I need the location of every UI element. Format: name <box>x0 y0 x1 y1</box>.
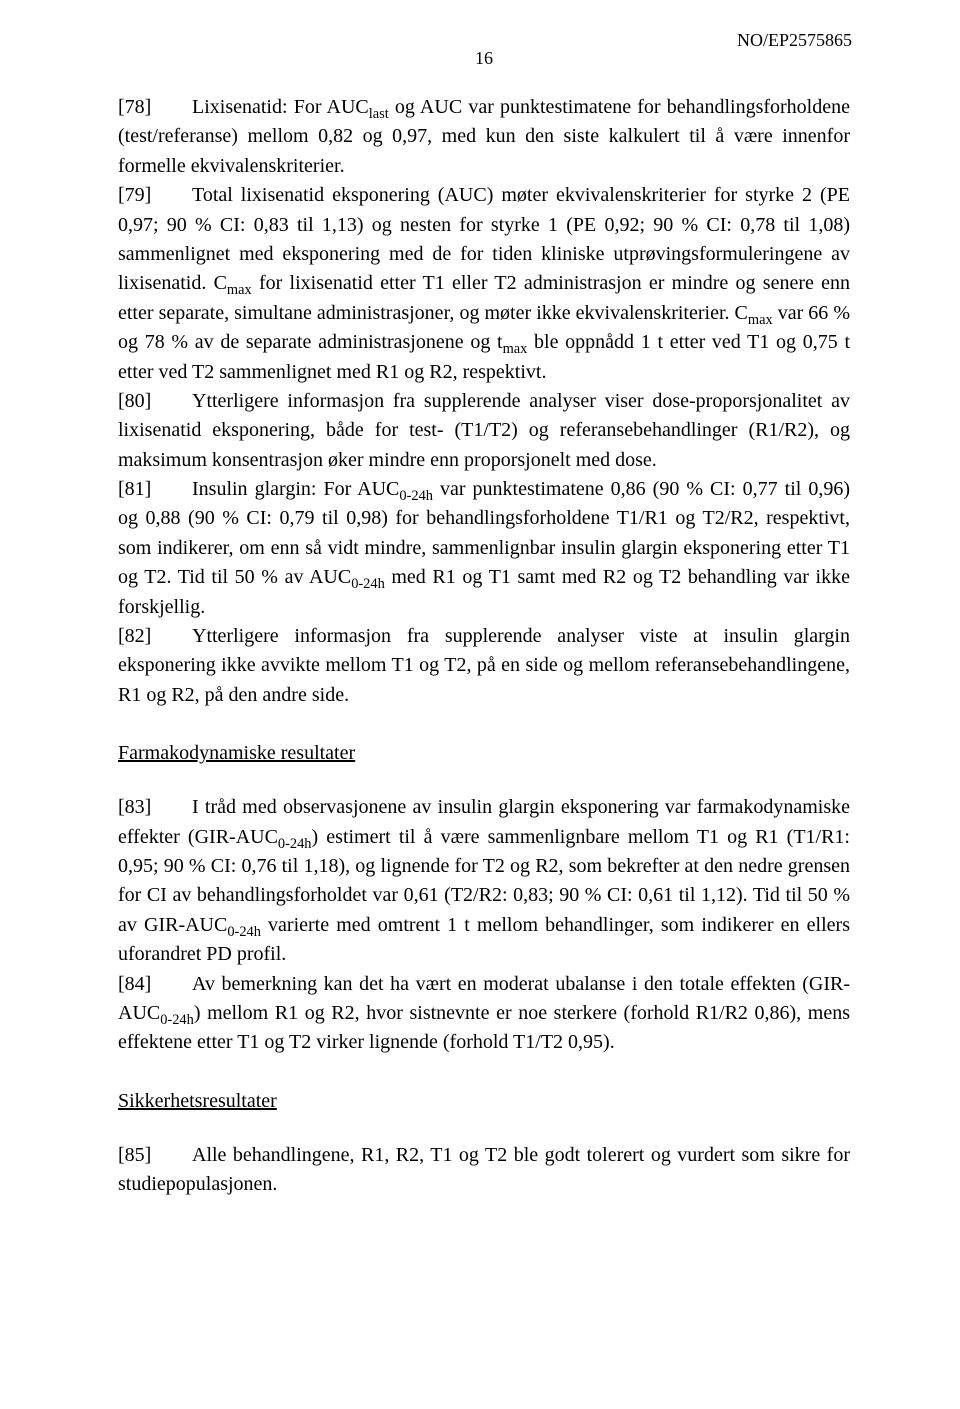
paragraph-81: [81]Insulin glargin: For AUC0-24h var pu… <box>118 475 850 622</box>
document-header: NO/EP2575865 <box>737 30 852 51</box>
paragraph-85: [85]Alle behandlingene, R1, R2, T1 og T2… <box>118 1141 850 1200</box>
para-bracket: [82] <box>118 622 192 651</box>
para-text: for lixisenatid etter T1 eller T2 admini… <box>118 272 850 323</box>
subscript: last <box>369 106 389 122</box>
page-number: 16 <box>118 48 850 69</box>
para-text: Insulin glargin: For AUC <box>192 478 399 500</box>
paragraph-82: [82]Ytterligere informasjon fra supplere… <box>118 622 850 710</box>
section-heading-pharmacodynamic: Farmakodynamiske resultater <box>118 742 850 765</box>
para-bracket: [81] <box>118 475 192 504</box>
heading-text: Sikkerhetsresultater <box>118 1090 277 1112</box>
para-text: Ytterligere informasjon fra supplerende … <box>118 390 850 471</box>
para-text: varierte med omtrent 1 t mellom behandli… <box>118 914 850 965</box>
para-text: Ytterligere informasjon fra supplerende … <box>118 625 850 706</box>
subscript: max <box>748 312 773 328</box>
para-bracket: [84] <box>118 970 192 999</box>
subscript: 0-24h <box>351 576 385 592</box>
paragraph-80: [80]Ytterligere informasjon fra supplere… <box>118 387 850 475</box>
subscript: 0-24h <box>227 924 261 940</box>
para-bracket: [83] <box>118 793 192 822</box>
heading-text: Farmakodynamiske resultater <box>118 742 355 764</box>
page-container: NO/EP2575865 16 [78]Lixisenatid: For AUC… <box>0 0 960 1260</box>
subscript: 0-24h <box>278 836 312 852</box>
subscript: 0-24h <box>160 1012 194 1028</box>
paragraph-79: [79]Total lixisenatid eksponering (AUC) … <box>118 181 850 387</box>
paragraph-78: [78]Lixisenatid: For AUClast og AUC var … <box>118 93 850 181</box>
section-heading-safety: Sikkerhetsresultater <box>118 1090 850 1113</box>
para-bracket: [85] <box>118 1141 192 1170</box>
para-bracket: [78] <box>118 93 192 122</box>
paragraph-83: [83]I tråd med observasjonene av insulin… <box>118 793 850 969</box>
subscript: 0-24h <box>399 488 433 504</box>
paragraph-84: [84]Av bemerkning kan det ha vært en mod… <box>118 970 850 1058</box>
para-text: ) mellom R1 og R2, hvor sistnevnte er no… <box>118 1002 850 1053</box>
subscript: max <box>503 341 528 357</box>
para-text: Lixisenatid: For AUC <box>192 96 369 118</box>
subscript: max <box>227 282 252 298</box>
para-bracket: [80] <box>118 387 192 416</box>
para-bracket: [79] <box>118 181 192 210</box>
para-text: Alle behandlingene, R1, R2, T1 og T2 ble… <box>118 1144 850 1195</box>
